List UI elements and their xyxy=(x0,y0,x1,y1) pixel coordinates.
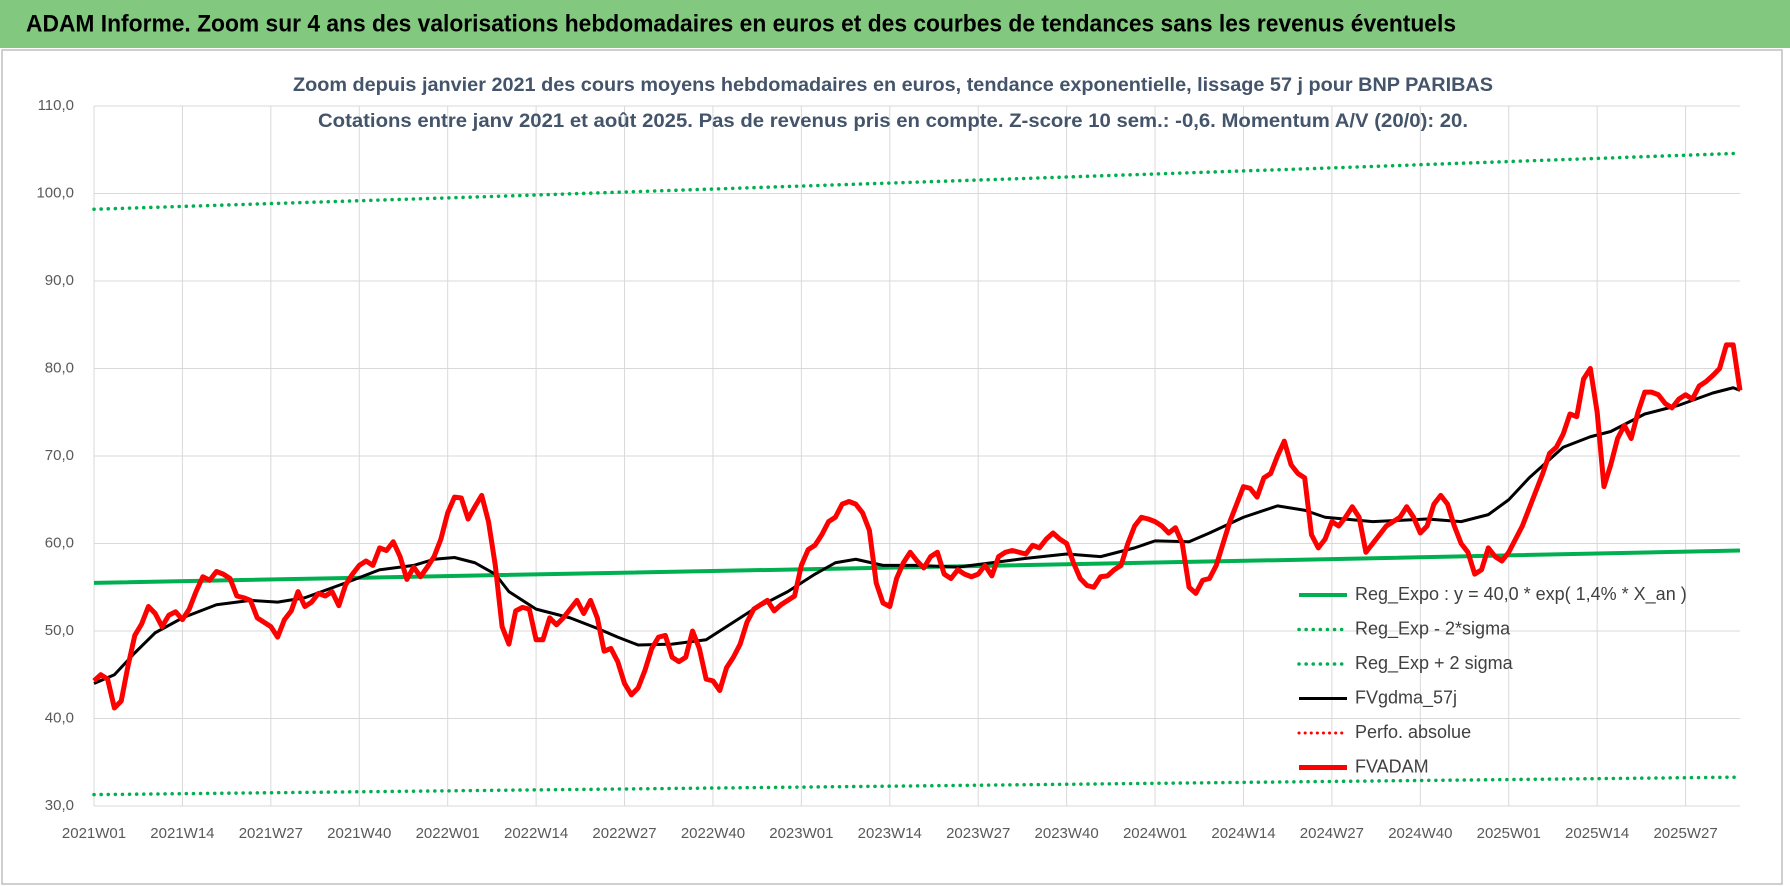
x-tick-label: 2025W01 xyxy=(1477,825,1541,842)
y-tick-label: 110,0 xyxy=(38,97,74,114)
legend-label: Reg_Exp + 2 sigma xyxy=(1355,653,1514,674)
y-tick-label: 40,0 xyxy=(45,709,74,726)
series-line xyxy=(93,386,1741,685)
plot-lines xyxy=(92,151,1743,797)
x-tick-label: 2021W14 xyxy=(150,825,214,842)
x-tick-label: 2022W40 xyxy=(681,825,745,842)
chart-title: Zoom depuis janvier 2021 des cours moyen… xyxy=(293,75,1493,96)
series-line xyxy=(92,775,1742,797)
x-tick-label: 2023W27 xyxy=(946,825,1010,842)
y-tick-label: 30,0 xyxy=(45,797,74,814)
x-tick-label: 2024W27 xyxy=(1300,825,1364,842)
chart-subtitle: Cotations entre janv 2021 et août 2025. … xyxy=(318,111,1468,132)
x-tick-label: 2021W01 xyxy=(62,825,126,842)
y-tick-label: 60,0 xyxy=(45,534,74,551)
x-tick-label: 2023W01 xyxy=(769,825,833,842)
x-tick-label: 2023W40 xyxy=(1035,825,1099,842)
series-line xyxy=(92,151,1742,211)
y-tick-label: 50,0 xyxy=(45,622,74,639)
header-title: ADAM Informe. Zoom sur 4 ans des valoris… xyxy=(26,10,1456,37)
x-tick-label: 2022W27 xyxy=(592,825,656,842)
x-tick-label: 2022W14 xyxy=(504,825,568,842)
legend: Reg_Expo : y = 40,0 * exp( 1,4% * X_an )… xyxy=(1297,584,1687,776)
x-tick-label: 2021W40 xyxy=(327,825,391,842)
x-tick-label: 2021W27 xyxy=(239,825,303,842)
y-tick-label: 70,0 xyxy=(45,447,74,464)
chart-frame xyxy=(1,49,1783,885)
x-tick-label: 2022W01 xyxy=(416,825,480,842)
y-tick-label: 100,0 xyxy=(36,184,74,201)
y-tick-label: 80,0 xyxy=(45,359,74,376)
legend-label: FVADAM xyxy=(1355,756,1429,776)
legend-label: Perfo. absolue xyxy=(1355,722,1471,742)
x-tick-label: 2025W27 xyxy=(1653,825,1717,842)
x-tick-label: 2023W14 xyxy=(858,825,922,842)
legend-label: Reg_Exp - 2*sigma xyxy=(1355,618,1511,639)
header-bar xyxy=(0,0,1790,48)
x-tick-label: 2024W01 xyxy=(1123,825,1187,842)
series-line xyxy=(92,342,1743,711)
x-tick-label: 2024W14 xyxy=(1211,825,1275,842)
series-line xyxy=(93,548,1741,585)
grid: 30,0 40,0 50,0 60,0 70,0 80,0 90,0 100,0 110,0 20… xyxy=(36,97,1740,842)
x-tick-label: 2025W14 xyxy=(1565,825,1629,842)
legend-label: FVgdma_57j xyxy=(1355,687,1457,708)
x-tick-label: 2024W40 xyxy=(1388,825,1452,842)
y-tick-label: 90,0 xyxy=(45,272,74,289)
legend-label: Reg_Expo : y = 40,0 * exp( 1,4% * X_an ) xyxy=(1355,584,1687,605)
